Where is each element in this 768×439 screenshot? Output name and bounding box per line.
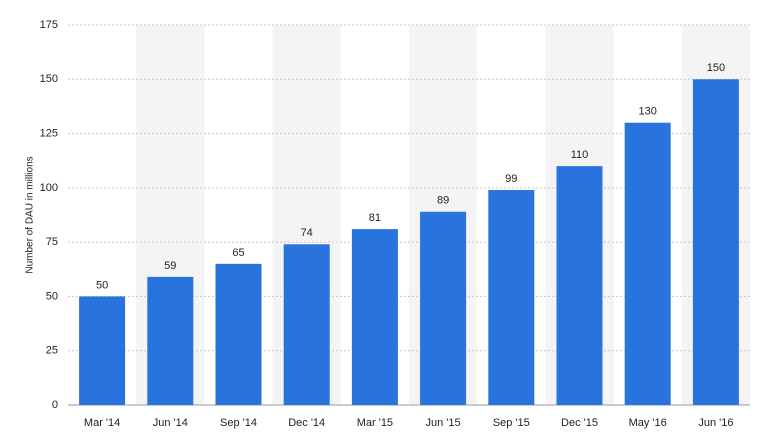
y-axis-label: Number of DAU in millions (25, 156, 36, 273)
bar (420, 211, 467, 405)
y-tick-label: 175 (40, 19, 58, 31)
bar (624, 122, 671, 405)
bar (147, 276, 194, 405)
x-tick-label: Dec '15 (561, 417, 598, 429)
y-tick-label: 50 (46, 290, 58, 302)
x-tick-label: May '16 (629, 417, 667, 429)
data-label: 74 (301, 227, 313, 239)
x-tick-label: Jun '16 (698, 417, 733, 429)
data-label: 59 (164, 260, 176, 272)
y-tick-label: 125 (40, 127, 58, 139)
y-tick-label: 100 (40, 182, 58, 194)
x-tick-label: Jun '15 (426, 417, 461, 429)
bar (692, 79, 739, 406)
bar (556, 166, 603, 405)
data-label: 150 (707, 62, 725, 74)
x-tick-label: Dec '14 (288, 417, 325, 429)
x-tick-label: Mar '15 (357, 417, 393, 429)
x-tick-label: Sep '14 (220, 417, 257, 429)
y-tick-label: 0 (52, 399, 58, 411)
x-tick-label: Mar '14 (84, 417, 120, 429)
data-label: 110 (571, 149, 589, 161)
bar (283, 244, 330, 405)
bar (215, 263, 262, 405)
data-label: 99 (505, 173, 517, 185)
bar (351, 229, 398, 405)
y-tick-label: 150 (40, 73, 58, 85)
x-tick-label: Jun '14 (153, 417, 188, 429)
data-label: 130 (639, 106, 657, 118)
bar (79, 296, 126, 405)
data-label: 89 (437, 195, 449, 207)
x-tick-label: Sep '15 (493, 417, 530, 429)
data-label: 65 (232, 247, 244, 259)
bar (488, 190, 535, 405)
y-tick-label: 75 (46, 236, 58, 248)
y-tick-label: 25 (46, 345, 58, 357)
data-label: 50 (96, 279, 108, 291)
data-label: 81 (369, 212, 381, 224)
